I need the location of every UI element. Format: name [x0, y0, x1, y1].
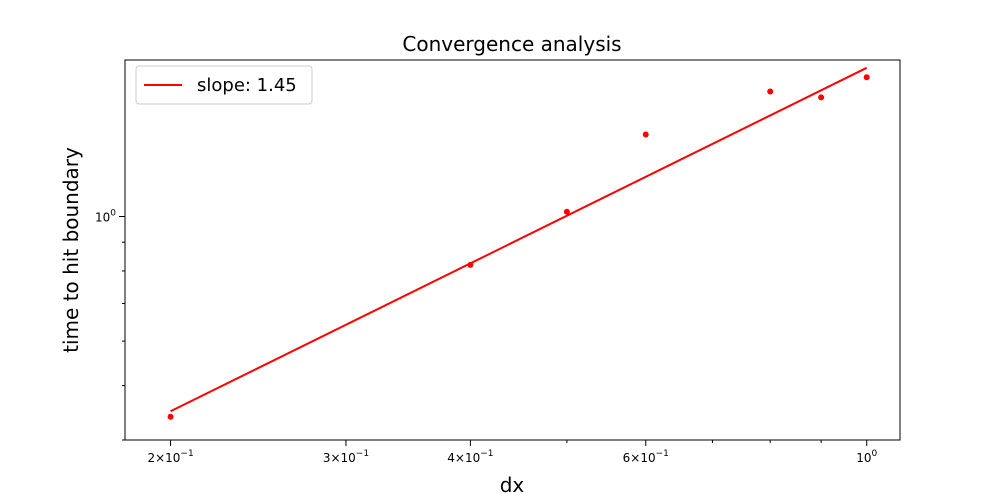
data-point [767, 88, 774, 95]
data-point [563, 208, 570, 215]
x-axis: 2×10−1 3×10−1 4×10−1 6×10−1 100 [147, 440, 877, 465]
plot-frame [124, 59, 901, 441]
chart-title: Convergence analysis [402, 32, 621, 56]
y-axis-label: time to hit boundary [59, 147, 83, 353]
data-point [818, 94, 825, 101]
legend-label: slope: 1.45 [197, 75, 297, 96]
data-point [467, 261, 474, 268]
fit-line [170, 66, 868, 413]
x-axis-label: dx [500, 473, 525, 494]
data-point [167, 413, 174, 420]
data-point [642, 131, 649, 138]
legend-box [135, 65, 313, 105]
legend: slope: 1.45 [135, 65, 313, 105]
data-point [863, 74, 870, 81]
plot-content [167, 66, 870, 420]
